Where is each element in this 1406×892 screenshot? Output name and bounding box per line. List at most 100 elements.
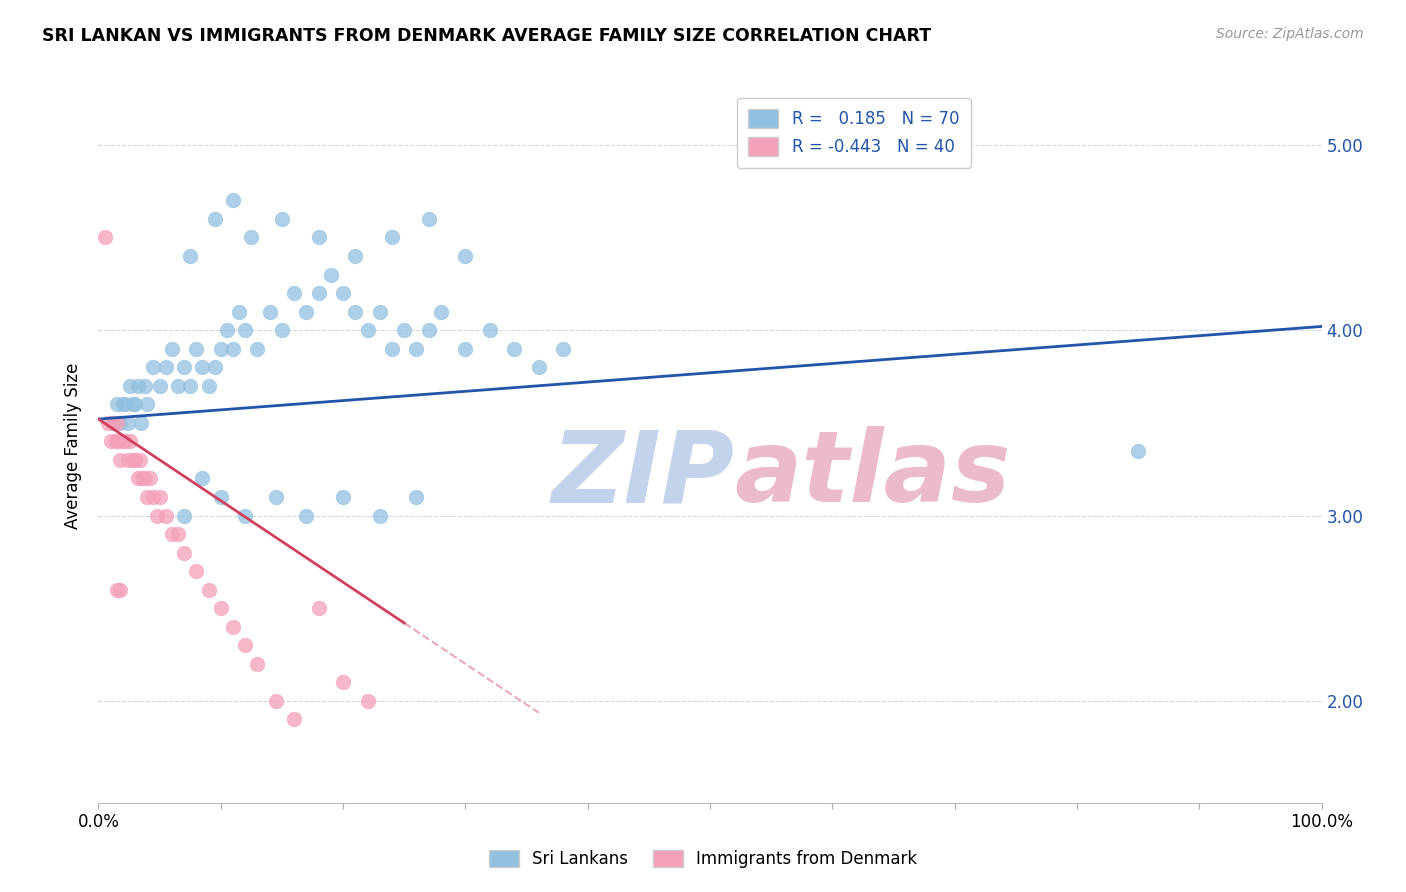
Point [209,601,232,615]
Point [430,304,453,318]
Point [155,360,177,375]
Point [101,416,124,430]
Point [179,378,201,392]
Point [97,416,120,430]
Point [167,378,190,392]
Point [209,342,232,356]
Text: atlas: atlas [734,426,1011,524]
Legend: Sri Lankans, Immigrants from Denmark: Sri Lankans, Immigrants from Denmark [482,843,924,875]
Point [283,286,305,301]
Point [204,360,226,375]
Point [344,249,367,263]
Point [368,304,391,318]
Point [173,545,195,559]
Point [418,211,440,226]
Point [160,527,183,541]
Point [344,304,367,318]
Point [93,230,115,244]
Point [117,416,139,430]
Point [222,342,245,356]
Point [131,471,153,485]
Point [233,323,256,337]
Point [149,490,172,504]
Point [308,230,330,244]
Point [114,434,136,449]
Point [127,471,149,485]
Point [111,434,134,449]
Point [167,527,190,541]
Point [121,453,143,467]
Point [204,211,226,226]
Point [454,249,477,263]
Point [454,342,477,356]
Point [308,601,330,615]
Point [222,194,245,208]
Point [264,490,287,504]
Point [319,268,342,282]
Text: Source: ZipAtlas.com: Source: ZipAtlas.com [1216,27,1364,41]
Point [264,694,287,708]
Point [259,304,281,318]
Point [134,378,156,392]
Point [1128,443,1150,458]
Point [295,304,318,318]
Point [332,675,354,690]
Text: ZIP: ZIP [551,426,734,524]
Point [228,304,250,318]
Point [139,471,162,485]
Point [381,230,404,244]
Point [191,360,214,375]
Point [142,360,165,375]
Point [142,490,165,504]
Point [134,471,156,485]
Point [136,490,159,504]
Point [124,397,146,411]
Point [105,397,128,411]
Point [246,342,269,356]
Point [149,378,172,392]
Point [503,342,526,356]
Point [191,471,214,485]
Point [105,582,128,597]
Point [222,620,245,634]
Point [114,397,136,411]
Point [270,211,294,226]
Point [283,712,305,726]
Point [186,342,208,356]
Point [127,378,149,392]
Point [405,490,427,504]
Point [117,453,139,467]
Point [146,508,169,523]
Point [295,508,318,523]
Legend: R =   0.185   N = 70, R = -0.443   N = 40: R = 0.185 N = 70, R = -0.443 N = 40 [737,97,970,168]
Point [356,323,378,337]
Point [418,323,440,337]
Point [110,416,132,430]
Point [110,453,132,467]
Point [405,342,427,356]
Point [173,508,195,523]
Point [129,416,152,430]
Point [332,490,354,504]
Point [197,582,219,597]
Point [215,323,238,337]
Point [173,360,195,375]
Point [233,638,256,652]
Point [233,508,256,523]
Point [240,230,263,244]
Point [136,397,159,411]
Point [110,582,132,597]
Point [120,434,142,449]
Point [100,434,122,449]
Point [105,416,128,430]
Point [478,323,501,337]
Point [129,453,152,467]
Point [246,657,269,671]
Point [527,360,550,375]
Point [107,434,129,449]
Point [179,249,201,263]
Point [120,378,142,392]
Point [121,397,143,411]
Point [553,342,575,356]
Point [101,416,124,430]
